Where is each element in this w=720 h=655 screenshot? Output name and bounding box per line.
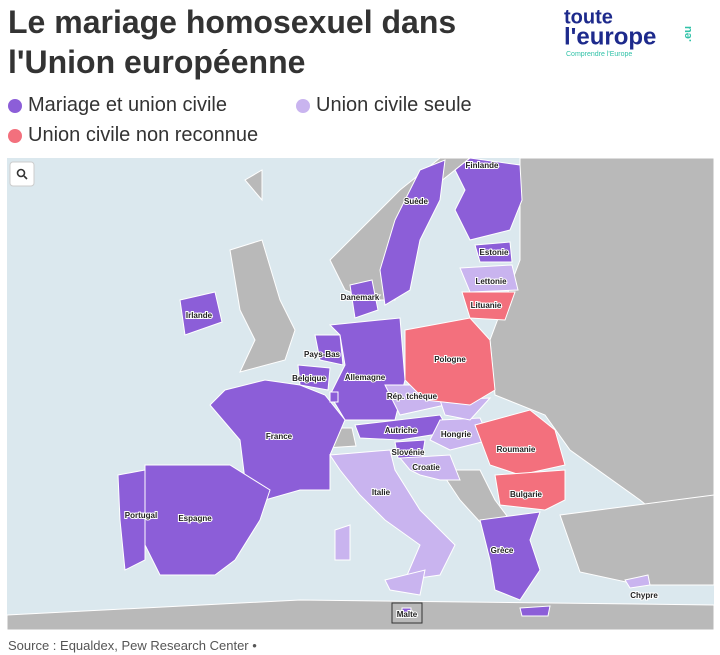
country-label: Rép. tchèque: [387, 392, 438, 401]
legend-item: Union civile seule: [296, 94, 472, 117]
country: [479, 511, 541, 601]
country-label: Pologne: [434, 355, 466, 364]
title-line: Le mariage homosexuel dans: [8, 4, 457, 40]
country: [329, 391, 339, 403]
country-label: Bulgarie: [510, 490, 543, 499]
logo-suffix: .eu: [682, 26, 694, 42]
search-bg: [9, 161, 35, 187]
search-icon: [16, 168, 26, 178]
country: [624, 574, 651, 589]
map-layer: Finlande Suède Estonie Danemark Irlande Pays-…: [7, 158, 714, 630]
legend-label: Union civile non reconnue: [28, 124, 259, 146]
source: Source : Equaldex, Pew Research Center •: [8, 638, 257, 653]
country-label: Roumanie: [497, 445, 536, 454]
country: [459, 264, 519, 293]
country: [404, 317, 496, 406]
country: [314, 334, 344, 366]
other-land: [559, 494, 714, 586]
legend-dot: [8, 98, 22, 113]
country-label: Grèce: [491, 546, 514, 555]
country-label: Belgique: [292, 374, 326, 383]
country-label: Suède: [404, 197, 429, 206]
country-label: Irlande: [186, 311, 213, 320]
country: [297, 364, 331, 391]
malta-box: [391, 602, 423, 624]
logo-text: toute: [564, 6, 613, 28]
country: [117, 469, 146, 571]
country: [474, 409, 566, 476]
country: [398, 454, 461, 481]
country-label: Croatie: [412, 463, 440, 472]
country-label: Danemark: [341, 293, 380, 302]
country-label: Allemagne: [345, 373, 386, 382]
country: [334, 524, 351, 561]
country-label: Hongrie: [441, 430, 472, 439]
country-label: Finlande: [466, 161, 499, 170]
country: [379, 159, 446, 306]
country-label: France: [266, 432, 293, 441]
country: [474, 241, 513, 263]
title-line: l'Union européenne: [8, 44, 306, 80]
legend-label: Mariage et union civile: [28, 94, 227, 116]
country: [349, 279, 379, 319]
legend-dot: [296, 98, 310, 113]
logo-tagline: Comprendre l'Europe: [566, 51, 632, 58]
country: [179, 291, 223, 336]
country: [209, 379, 346, 501]
logo-text: l'europe: [564, 23, 656, 50]
country: [494, 469, 566, 511]
legend-dot: [8, 128, 22, 143]
country-label: Estonie: [480, 248, 509, 257]
country-label: Lettonie: [475, 277, 507, 286]
country: [401, 607, 412, 618]
country-label: Slovénie: [392, 448, 425, 457]
other-land: [229, 239, 296, 373]
search-button[interactable]: [9, 161, 35, 187]
other-land: [244, 169, 263, 202]
country: [354, 414, 451, 441]
country: [144, 464, 271, 576]
search-icon: [23, 175, 28, 180]
country-label: Lituanie: [471, 301, 502, 310]
country-label: Autriche: [385, 426, 418, 435]
country-label: Pays-Bas: [304, 350, 341, 359]
country: [384, 569, 426, 596]
country: [519, 605, 551, 617]
country: [454, 158, 523, 241]
country: [461, 291, 516, 321]
legend-item: Mariage et union civile: [8, 94, 227, 117]
legend-label: Union civile seule: [316, 94, 472, 116]
country-label: Chypre: [630, 591, 658, 600]
country-label: Portugal: [125, 511, 157, 520]
country-label: Espagne: [178, 514, 212, 523]
legend-item: Union civile non reconnue: [8, 124, 258, 147]
country-label: Italie: [372, 488, 391, 497]
country-label: Malte: [397, 610, 418, 619]
logo: toute l'europe .eu Comprendre l'Europe: [564, 6, 694, 58]
